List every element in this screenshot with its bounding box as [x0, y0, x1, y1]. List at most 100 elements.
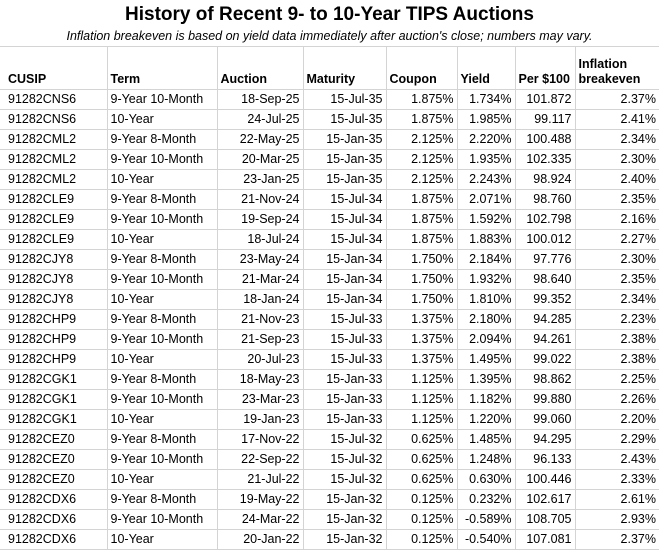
cell-price: 98.924 — [514, 169, 576, 190]
cell-cusip: 91282CJY8 — [0, 249, 108, 270]
cell-breakeven: 2.20% — [574, 409, 659, 430]
column-header-auction: Auction — [216, 46, 304, 90]
cell-coupon: 0.125% — [385, 489, 458, 510]
cell-maturity: 15-Jul-32 — [302, 429, 387, 450]
cell-price: 101.872 — [514, 89, 576, 110]
cell-auction: 18-May-23 — [216, 369, 304, 390]
table-row: 91282CJY8 10-Year 18-Jan-24 15-Jan-34 1.750%… — [0, 289, 659, 310]
table-row: 91282CEZ0 9-Year 10-Month 22-Sep-22 15-Jul-… — [0, 449, 659, 470]
cell-cusip: 91282CJY8 — [0, 269, 108, 290]
cell-price: 99.022 — [514, 349, 576, 370]
cell-term: 9-Year 8-Month — [106, 249, 218, 270]
cell-yield: 2.243% — [456, 169, 516, 190]
cell-price: 100.488 — [514, 129, 576, 150]
table-row: 91282CEZ0 9-Year 8-Month 17-Nov-22 15-Jul-3… — [0, 429, 659, 450]
cell-auction: 21-Sep-23 — [216, 329, 304, 350]
cell-maturity: 15-Jul-33 — [302, 349, 387, 370]
cell-breakeven: 2.34% — [574, 289, 659, 310]
cell-auction: 24-Mar-22 — [216, 509, 304, 530]
cell-price: 96.133 — [514, 449, 576, 470]
cell-auction: 23-May-24 — [216, 249, 304, 270]
table-row: 91282CDX6 10-Year 20-Jan-22 15-Jan-32 0.125%… — [0, 529, 659, 550]
cell-coupon: 2.125% — [385, 149, 458, 170]
cell-breakeven: 2.61% — [574, 489, 659, 510]
cell-yield: 1.935% — [456, 149, 516, 170]
cell-breakeven: 2.26% — [574, 389, 659, 410]
cell-auction: 21-Mar-24 — [216, 269, 304, 290]
cell-maturity: 15-Jul-33 — [302, 309, 387, 330]
table-row: 91282CJY8 9-Year 8-Month 23-May-24 15-Jan-3… — [0, 249, 659, 270]
cell-coupon: 1.750% — [385, 269, 458, 290]
cell-maturity: 15-Jul-32 — [302, 449, 387, 470]
cell-maturity: 15-Jul-34 — [302, 209, 387, 230]
cell-yield: 0.630% — [456, 469, 516, 490]
cell-breakeven: 2.40% — [574, 169, 659, 190]
cell-auction: 21-Nov-24 — [216, 189, 304, 210]
cell-cusip: 91282CML2 — [0, 169, 108, 190]
cell-breakeven: 2.93% — [574, 509, 659, 530]
table-row: 91282CHP9 10-Year 20-Jul-23 15-Jul-33 1.375%… — [0, 349, 659, 370]
cell-term: 10-Year — [106, 229, 218, 250]
cell-term: 9-Year 10-Month — [106, 449, 218, 470]
cell-cusip: 91282CGK1 — [0, 369, 108, 390]
cell-breakeven: 2.35% — [574, 269, 659, 290]
column-header-maturity: Maturity — [302, 46, 387, 90]
tips-auction-table: CUSIP Term Auction Maturity Coupon Yield Per $… — [0, 46, 659, 550]
cell-coupon: 1.875% — [385, 189, 458, 210]
cell-breakeven: 2.25% — [574, 369, 659, 390]
cell-maturity: 15-Jul-35 — [302, 109, 387, 130]
cell-maturity: 15-Jul-33 — [302, 329, 387, 350]
cell-breakeven: 2.35% — [574, 189, 659, 210]
cell-term: 9-Year 10-Month — [106, 509, 218, 530]
column-header-cusip: CUSIP — [0, 46, 108, 90]
cell-price: 99.117 — [514, 109, 576, 130]
cell-breakeven: 2.30% — [574, 149, 659, 170]
cell-coupon: 1.125% — [385, 369, 458, 390]
cell-coupon: 0.625% — [385, 429, 458, 450]
cell-yield: 1.883% — [456, 229, 516, 250]
table-row: 91282CML2 9-Year 10-Month 20-Mar-25 15-Jan-… — [0, 149, 659, 170]
table-row: 91282CGK1 9-Year 8-Month 18-May-23 15-Jan-3… — [0, 369, 659, 390]
cell-yield: 1.485% — [456, 429, 516, 450]
cell-cusip: 91282CNS6 — [0, 89, 108, 110]
cell-maturity: 15-Jan-35 — [302, 169, 387, 190]
cell-auction: 19-Jan-23 — [216, 409, 304, 430]
cell-cusip: 91282CEZ0 — [0, 429, 108, 450]
cell-price: 99.880 — [514, 389, 576, 410]
table-row: 91282CHP9 9-Year 10-Month 21-Sep-23 15-Jul-… — [0, 329, 659, 350]
cell-price: 99.060 — [514, 409, 576, 430]
table-row: 91282CDX6 9-Year 10-Month 24-Mar-22 15-Jan-… — [0, 509, 659, 530]
cell-cusip: 91282CDX6 — [0, 489, 108, 510]
cell-breakeven: 2.23% — [574, 309, 659, 330]
cell-term: 10-Year — [106, 349, 218, 370]
cell-yield: 0.232% — [456, 489, 516, 510]
cell-cusip: 91282CLE9 — [0, 189, 108, 210]
cell-cusip: 91282CGK1 — [0, 409, 108, 430]
cell-breakeven: 2.29% — [574, 429, 659, 450]
cell-cusip: 91282CJY8 — [0, 289, 108, 310]
cell-coupon: 1.875% — [385, 209, 458, 230]
table-row: 91282CNS6 9-Year 10-Month 18-Sep-25 15-Jul-… — [0, 89, 659, 110]
cell-auction: 19-Sep-24 — [216, 209, 304, 230]
cell-auction: 17-Nov-22 — [216, 429, 304, 450]
cell-auction: 18-Sep-25 — [216, 89, 304, 110]
cell-breakeven: 2.43% — [574, 449, 659, 470]
table-row: 91282CLE9 9-Year 10-Month 19-Sep-24 15-Jul-… — [0, 209, 659, 230]
cell-coupon: 0.125% — [385, 529, 458, 550]
cell-yield: 1.248% — [456, 449, 516, 470]
cell-price: 98.760 — [514, 189, 576, 210]
cell-coupon: 0.125% — [385, 509, 458, 530]
table-row: 91282CNS6 10-Year 24-Jul-25 15-Jul-35 1.875%… — [0, 109, 659, 130]
cell-breakeven: 2.38% — [574, 349, 659, 370]
cell-cusip: 91282CLE9 — [0, 229, 108, 250]
cell-maturity: 15-Jul-34 — [302, 189, 387, 210]
cell-cusip: 91282CEZ0 — [0, 449, 108, 470]
cell-yield: 1.220% — [456, 409, 516, 430]
cell-coupon: 1.750% — [385, 289, 458, 310]
cell-maturity: 15-Jan-34 — [302, 269, 387, 290]
table-row: 91282CGK1 9-Year 10-Month 23-Mar-23 15-Jan-… — [0, 389, 659, 410]
cell-yield: 1.395% — [456, 369, 516, 390]
column-header-coupon: Coupon — [385, 46, 458, 90]
cell-maturity: 15-Jul-32 — [302, 469, 387, 490]
table-row: 91282CHP9 9-Year 8-Month 21-Nov-23 15-Jul-3… — [0, 309, 659, 330]
